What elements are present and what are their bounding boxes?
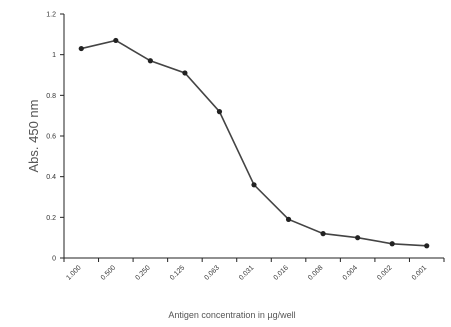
data-point	[424, 243, 430, 249]
x-tick-label: 0.500	[100, 264, 117, 281]
data-point	[285, 216, 292, 222]
x-tick-label: 0.002	[376, 264, 393, 281]
y-tick-label: 0.8	[46, 93, 56, 100]
data-point	[147, 58, 153, 64]
y-tick-label: 1.2	[46, 12, 56, 19]
y-tick-label: 0.6	[46, 134, 56, 141]
data-point	[251, 182, 257, 188]
x-tick-label: 0.031	[238, 264, 255, 281]
x-tick-label: 0.016	[273, 264, 290, 281]
data-point	[216, 109, 223, 115]
y-ticks: 0 0.2 0.4 0.6 0.8 1 1.2	[46, 12, 64, 263]
x-axis-title: Antigen concentration in µg/well	[168, 310, 295, 320]
x-tick-label: 0.125	[169, 264, 186, 281]
y-tick-label: 0	[52, 256, 56, 263]
data-point	[78, 45, 84, 52]
data-point	[113, 37, 119, 44]
axes	[63, 14, 444, 259]
x-tick-label: 0.250	[134, 264, 151, 281]
y-axis-title: Abs. 450 nm	[26, 100, 41, 173]
x-tick-label: 0.004	[342, 264, 359, 281]
data-point	[389, 241, 395, 247]
x-tick-label: 0.063	[204, 264, 221, 281]
x-tick-label: 0.001	[411, 264, 428, 281]
series-line	[81, 39, 427, 247]
x-ticks: 1.000 0.500 0.250 0.125 0.063 0.031 0.016 0.008…	[63, 258, 445, 282]
y-tick-label: 0.2	[46, 215, 56, 222]
y-tick-label: 0.4	[46, 174, 56, 181]
x-tick-label: 1.000	[65, 264, 82, 281]
y-tick-label: 1	[52, 52, 56, 59]
data-point	[355, 235, 361, 241]
data-point	[182, 70, 188, 76]
series	[78, 37, 430, 249]
x-tick-label: 0.008	[307, 264, 324, 281]
data-point	[320, 231, 326, 237]
